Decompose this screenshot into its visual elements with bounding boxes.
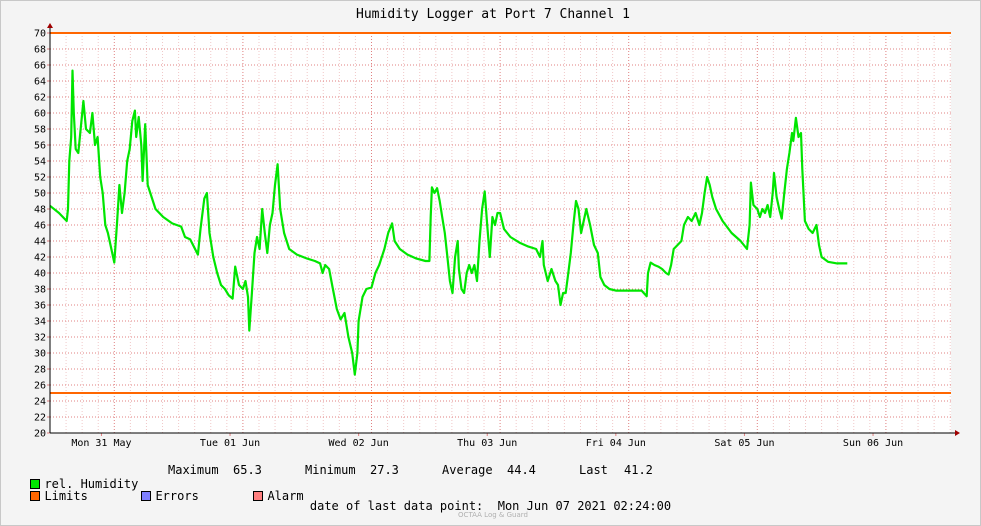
- y-tick-label: 54: [34, 157, 46, 168]
- y-tick-label: 60: [34, 109, 46, 120]
- legend-row-alarm: Alarm: [239, 475, 304, 503]
- stat-last-label: Last: [579, 463, 608, 477]
- footer-label: date of last data point:: [309, 499, 484, 513]
- y-tick-label: 40: [34, 269, 46, 280]
- y-tick-label: 62: [34, 93, 46, 104]
- y-tick-label: 34: [34, 317, 46, 328]
- x-tick-label: Fri 04 Jun: [586, 438, 646, 449]
- x-axis-arrow: [955, 430, 960, 436]
- y-tick-label: 32: [34, 333, 46, 344]
- legend-row-limits: Limits: [16, 475, 88, 503]
- y-tick-label: 52: [34, 173, 46, 184]
- y-tick-label: 24: [34, 397, 46, 408]
- y-tick-label: 42: [34, 253, 46, 264]
- stat-min-value: 27.3: [370, 463, 399, 477]
- y-tick-label: 66: [34, 61, 46, 72]
- series-group: [49, 69, 848, 376]
- x-tick-label: Mon 31 May: [71, 438, 131, 449]
- chart-title: Humidity Logger at Port 7 Channel 1: [356, 7, 630, 22]
- legend-row-humidity: rel. Humidity: [16, 463, 138, 491]
- y-tick-label: 64: [34, 77, 46, 88]
- stat-last-value: 41.2: [624, 463, 653, 477]
- legend-limits-label: Limits: [44, 489, 88, 503]
- alarm-swatch: [253, 491, 264, 501]
- y-tick-label: 44: [34, 237, 46, 248]
- x-tick-label: Tue 01 Jun: [200, 438, 260, 449]
- y-tick-label: 28: [34, 365, 46, 376]
- y-tick-label: 58: [34, 125, 46, 136]
- y-tick-label: 48: [34, 205, 46, 216]
- y-tick-label: 26: [34, 381, 46, 392]
- footer-value: Mon Jun 07 2021 02:24:00: [497, 499, 672, 513]
- humidity-series-line: [49, 69, 848, 376]
- y-tick-label: 70: [34, 29, 46, 40]
- last-data-point: date of last data point: Mon Jun 07 2021…: [0, 499, 981, 513]
- errors-swatch: [141, 491, 152, 501]
- axes: [47, 23, 960, 436]
- watermark: OCTAA Log & Guard: [458, 511, 528, 519]
- legend-humidity-label: rel. Humidity: [44, 477, 139, 491]
- grid: [50, 32, 951, 434]
- y-tick-label: 46: [34, 221, 46, 232]
- x-tick-label: Wed 02 Jun: [329, 438, 389, 449]
- stat-max-label: Maximum: [168, 463, 219, 477]
- y-tick-label: 56: [34, 141, 46, 152]
- stat-avg-label: Average: [442, 463, 493, 477]
- legend-alarm-label: Alarm: [267, 489, 304, 503]
- y-tick-label: 68: [34, 45, 46, 56]
- y-tick-label: 22: [34, 413, 46, 424]
- limit-lines: [50, 32, 951, 394]
- stat-min-label: Minimum: [305, 463, 356, 477]
- y-tick-label: 38: [34, 285, 46, 296]
- legend-row-errors: Errors: [127, 475, 199, 503]
- y-axis-arrow: [47, 23, 53, 28]
- x-tick-label: Thu 03 Jun: [457, 438, 517, 449]
- y-axis-ticks: 20 22 24 26 28 30 32 34 36 38 40 42 44 46 48 50 52 54 56 58…: [34, 29, 50, 440]
- x-tick-label: Sat 05 Jun: [714, 438, 774, 449]
- y-tick-label: 36: [34, 301, 46, 312]
- x-axis-ticks: Mon 31 May Tue 01 Jun Wed 02 Jun Thu 03 Jun…: [71, 433, 903, 449]
- legend-errors-label: Errors: [155, 489, 199, 503]
- stat-avg-value: 44.4: [507, 463, 536, 477]
- y-tick-label: 20: [34, 429, 46, 440]
- x-tick-label: Sun 06 Jun: [843, 438, 903, 449]
- y-tick-label: 30: [34, 349, 46, 360]
- y-tick-label: 50: [34, 189, 46, 200]
- stat-max-value: 65.3: [233, 463, 262, 477]
- limits-swatch: [30, 491, 41, 501]
- humidity-swatch: [30, 479, 41, 489]
